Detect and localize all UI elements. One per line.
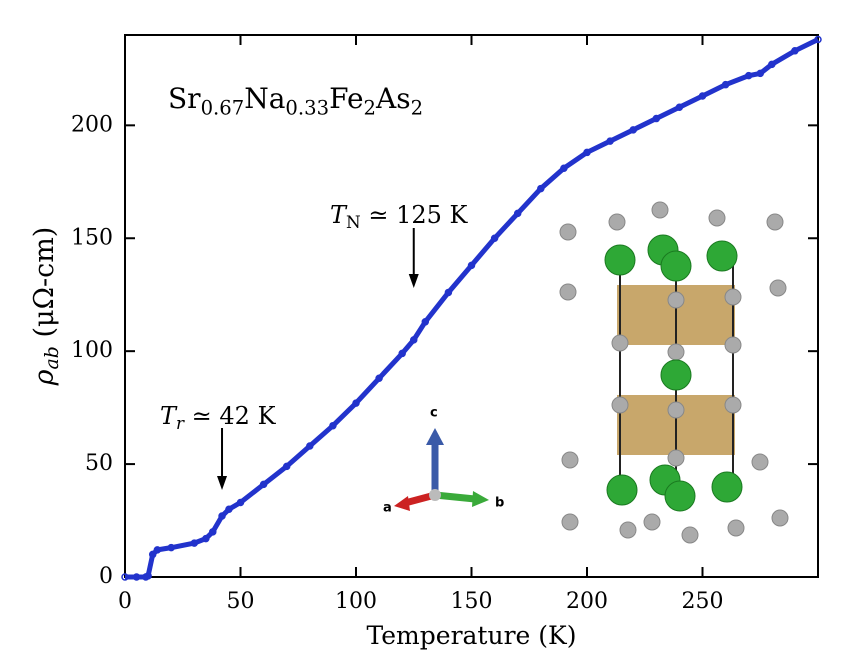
x-tick-label: 150 <box>451 589 493 614</box>
arrow-head <box>408 274 419 288</box>
data-point <box>202 534 210 543</box>
inset-axes: a b c <box>383 406 504 516</box>
annotation: Tr ≃ 42 K <box>160 402 277 433</box>
text-part: N <box>346 212 361 232</box>
text-part: 0.33 <box>285 96 329 119</box>
annotation: TN ≃ 125 K <box>330 201 469 232</box>
text-part: Sr <box>168 82 201 115</box>
y-tick-label: 0 <box>99 564 113 589</box>
data-point <box>444 288 453 297</box>
data-point <box>560 164 568 172</box>
y-tick-label: 50 <box>85 451 113 476</box>
data-point <box>329 421 337 430</box>
text-part: ρ <box>29 369 60 386</box>
data-point <box>537 184 545 193</box>
x-tick-label: 200 <box>566 589 608 614</box>
data-point <box>513 209 522 218</box>
text-part: ≃ 42 K <box>184 402 277 430</box>
text-part: Na <box>244 82 285 115</box>
data-point <box>375 374 383 383</box>
text-part: 2 <box>411 96 423 119</box>
x-axis-label: Temperature (K) <box>367 621 577 650</box>
text-part: As <box>375 82 411 115</box>
data-point <box>791 47 799 55</box>
data-point <box>467 261 476 270</box>
text-part: T <box>330 201 348 229</box>
x-tick-label: 250 <box>682 589 724 614</box>
text-part: ab <box>41 346 63 369</box>
data-point <box>153 546 162 554</box>
x-tick-label: 0 <box>118 589 132 614</box>
data-point <box>121 573 129 581</box>
data-point <box>721 80 730 89</box>
data-point <box>583 148 591 157</box>
axis-a: a <box>383 501 392 516</box>
data-point <box>259 480 268 489</box>
text-part: T <box>160 402 178 430</box>
data-point <box>652 114 661 123</box>
axis-b: b <box>495 496 504 511</box>
y-tick-label: 200 <box>71 112 113 137</box>
text-part: 0.67 <box>201 96 245 119</box>
x-tick-label: 50 <box>227 589 255 614</box>
text-part: Fe <box>329 82 363 115</box>
axis-c: c <box>430 406 438 421</box>
crystal-inset <box>559 201 789 544</box>
text-part: ≃ 125 K <box>361 201 469 229</box>
data-point <box>606 137 614 145</box>
data-point <box>236 498 245 507</box>
data-point <box>306 442 314 450</box>
data-point <box>144 572 152 580</box>
data-point <box>282 462 291 471</box>
data-point <box>218 512 226 520</box>
data-point <box>132 573 141 581</box>
arrow-head <box>217 476 228 490</box>
text-part: r <box>176 413 185 433</box>
data-point <box>352 399 360 407</box>
x-tick-label: 100 <box>335 589 377 614</box>
data-point <box>490 234 499 242</box>
y-tick-label: 100 <box>71 338 113 363</box>
data-point <box>421 318 430 326</box>
data-point <box>756 69 764 78</box>
data-point <box>167 543 175 552</box>
data-point <box>209 528 217 536</box>
data-line <box>125 37 820 580</box>
data-point <box>814 35 822 44</box>
y-tick-label: 150 <box>71 225 113 250</box>
data-point <box>768 60 776 69</box>
data-point <box>698 92 707 100</box>
data-point <box>629 126 637 134</box>
y-axis-label: ρab (μΩ-cm) <box>29 227 64 387</box>
data-point <box>410 336 418 344</box>
data-point <box>398 349 406 358</box>
compound-label: Sr0.67Na0.33Fe2As2 <box>168 82 423 119</box>
data-point <box>675 103 684 112</box>
data-point <box>148 550 157 559</box>
data-point <box>744 71 753 80</box>
text-part: (μΩ-cm) <box>29 227 60 346</box>
text-part: Temperature (K) <box>367 621 577 650</box>
data-point <box>190 539 199 547</box>
data-point <box>225 505 233 513</box>
text-part: 2 <box>364 96 376 119</box>
